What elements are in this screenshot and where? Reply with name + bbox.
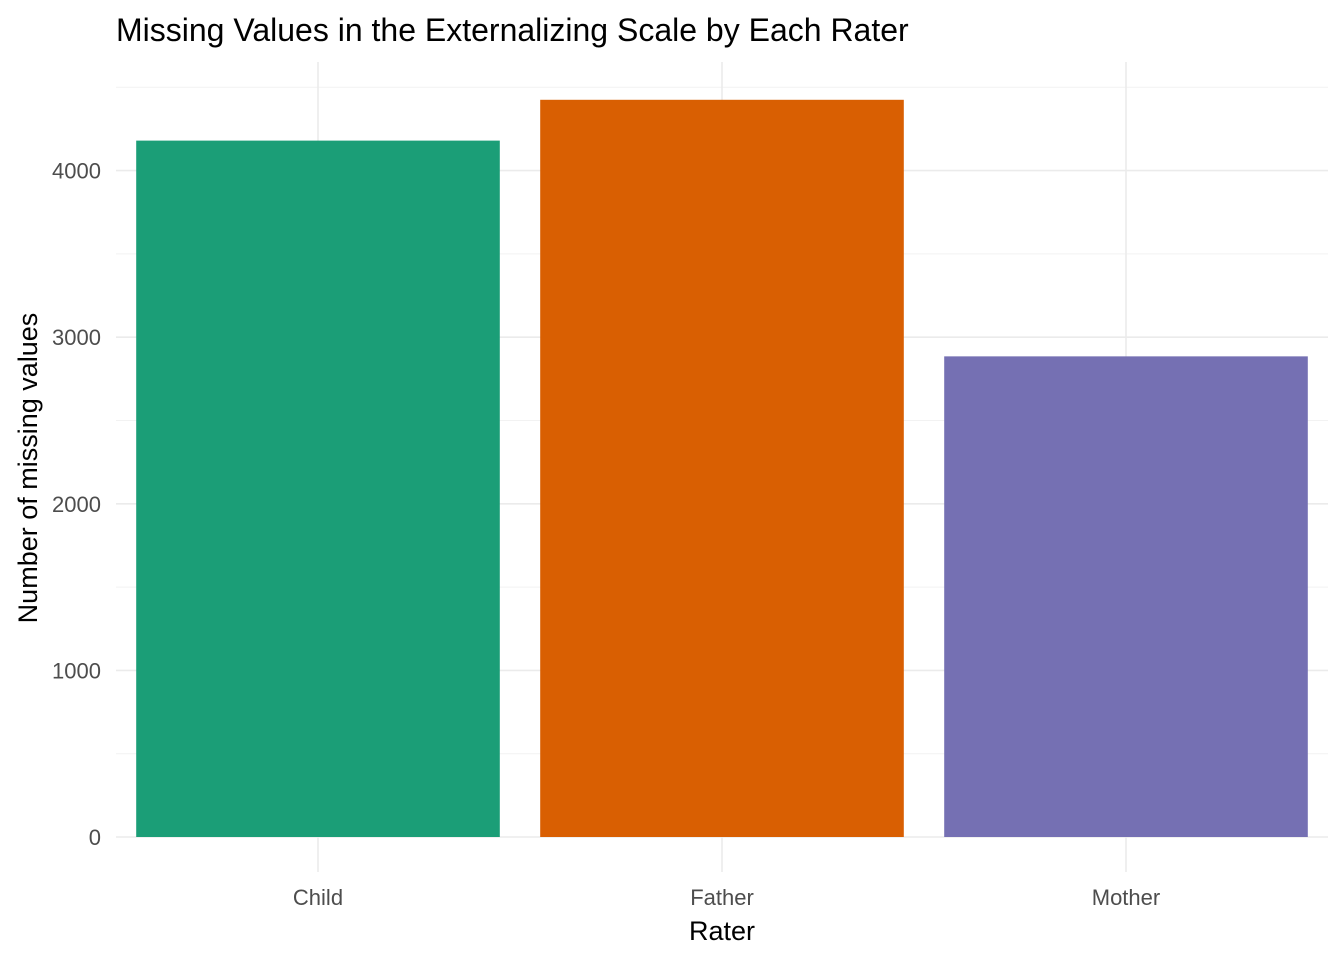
x-tick-label: Father: [690, 885, 754, 910]
chart-title: Missing Values in the Externalizing Scal…: [116, 12, 909, 48]
y-tick-label: 2000: [52, 492, 101, 517]
y-tick-label: 4000: [52, 159, 101, 184]
x-axis-label: Rater: [689, 916, 755, 946]
x-axis-ticks: Child Father Mother: [293, 885, 1160, 910]
y-tick-label: 1000: [52, 658, 101, 683]
bar-mother: [944, 356, 1308, 837]
y-axis-ticks: 0 1000 2000 3000 4000: [52, 159, 101, 850]
y-tick-label: 3000: [52, 325, 101, 350]
y-axis-label: Number of missing values: [13, 313, 43, 624]
bars: [136, 99, 1308, 838]
bar-child: [136, 140, 500, 837]
x-tick-label: Child: [293, 885, 343, 910]
y-tick-label: 0: [89, 825, 101, 850]
bar-father: [540, 99, 904, 838]
x-tick-label: Mother: [1092, 885, 1160, 910]
